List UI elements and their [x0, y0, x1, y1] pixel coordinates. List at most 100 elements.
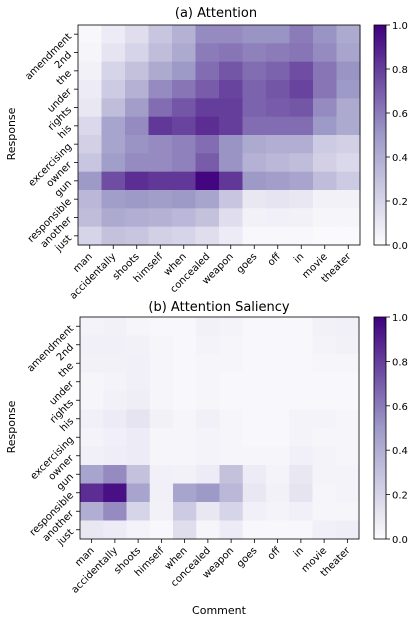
heatmap-cell	[313, 226, 338, 246]
colorbar-gradient	[374, 317, 386, 539]
y-tick-labels: amendment2ndtheunderrightshisexcercising…	[25, 324, 80, 548]
heatmap-cell	[219, 25, 244, 44]
heatmap-cell	[289, 354, 314, 374]
heatmap-cell	[289, 43, 314, 63]
heatmap-cell	[149, 317, 174, 337]
heatmap-cell	[149, 372, 174, 392]
heatmap-cell	[335, 465, 360, 485]
heatmap-cell	[125, 153, 150, 173]
heatmap-cell	[266, 372, 290, 392]
heatmap-cell	[125, 226, 150, 246]
heatmap-cell	[172, 61, 197, 81]
colorbar-tick-label: 0.0	[392, 241, 408, 252]
heatmap-cell	[336, 80, 361, 99]
heatmap-cell	[219, 409, 244, 429]
colorbar-tick-label: 0.8	[392, 65, 408, 76]
heatmap-cell	[219, 354, 244, 374]
colorbar-tick-label: 1.0	[392, 313, 408, 324]
heatmap-cell	[148, 61, 173, 81]
y-axis-label: Response	[5, 107, 18, 160]
heatmap-cell	[266, 61, 291, 81]
heatmap-cell	[148, 25, 173, 44]
heatmap-cell	[312, 317, 337, 337]
heatmap-cell	[313, 98, 338, 118]
heatmap-cell	[289, 335, 314, 355]
x-tick-label: goes	[235, 545, 260, 570]
heatmap-cell	[313, 80, 338, 99]
heatmap-cell	[242, 446, 267, 466]
heatmap-cell	[219, 465, 244, 485]
heatmap-cell	[336, 171, 361, 191]
heatmap-cells	[80, 317, 360, 540]
heatmap-cell	[196, 317, 221, 337]
plot-frame	[79, 316, 360, 540]
heatmap-cell	[149, 483, 174, 503]
heatmap-cell	[149, 502, 174, 522]
heatmap-cell	[195, 80, 220, 99]
attention-saliency-panel: (b) Attention Saliency amendment2ndtheun…	[5, 300, 408, 617]
heatmap-cell	[172, 226, 197, 246]
heatmap-cell	[78, 153, 103, 173]
heatmap-cell	[103, 520, 128, 540]
heatmap-cell	[219, 226, 244, 246]
heatmap-cell	[266, 80, 291, 99]
heatmap-cell	[289, 80, 314, 99]
heatmap-cell	[173, 483, 197, 503]
colorbar-frame	[373, 24, 387, 246]
heatmap-cell	[266, 483, 290, 503]
heatmap-cell	[312, 520, 337, 540]
heatmap-cell	[148, 80, 173, 99]
heatmap-cell	[219, 116, 244, 136]
heatmap-cell	[195, 25, 220, 44]
heatmap-cell	[148, 98, 173, 118]
heatmap-cell	[219, 317, 244, 337]
heatmap-cells	[78, 25, 361, 246]
heatmap-cell	[195, 43, 220, 63]
heatmap-cell	[266, 465, 290, 485]
heatmap-cell	[336, 208, 361, 228]
heatmap-cell	[125, 98, 150, 118]
colorbar-tick-label: 0.4	[392, 153, 408, 164]
heatmap-cell	[242, 372, 267, 392]
heatmap-cell	[219, 98, 244, 118]
colorbar-tick-label: 0.4	[392, 446, 408, 457]
heatmap-cell	[126, 465, 151, 485]
heatmap-cell	[195, 135, 220, 154]
heatmap-cell	[219, 428, 244, 448]
heatmap-cell	[101, 135, 126, 154]
heatmap-cell	[80, 465, 104, 485]
heatmap-cell	[126, 391, 151, 411]
heatmap-cell	[242, 135, 267, 154]
heatmap-cell	[289, 61, 314, 81]
heatmap-cell	[313, 171, 338, 191]
heatmap-cell	[219, 391, 244, 411]
heatmap-cell	[173, 409, 197, 429]
heatmap-cell	[219, 446, 244, 466]
heatmap-cell	[289, 483, 314, 503]
heatmap-cell	[335, 372, 360, 392]
heatmap-cell	[219, 61, 244, 81]
heatmap-cell	[195, 153, 220, 173]
chart-title: (a) Attention	[175, 6, 257, 21]
heatmap-cell	[289, 391, 314, 411]
heatmap-cell	[266, 116, 291, 136]
y-axis-label: Response	[5, 400, 18, 453]
y-tick-label: the	[55, 68, 74, 87]
heatmap-cell	[242, 171, 267, 191]
heatmap-cell	[80, 372, 104, 392]
heatmap-cell	[242, 428, 267, 448]
heatmap-cell	[78, 190, 103, 209]
heatmap-cell	[149, 428, 174, 448]
heatmap-cell	[266, 171, 291, 191]
heatmap-cell	[335, 446, 360, 466]
heatmap-cell	[149, 354, 174, 374]
heatmap-cell	[80, 335, 104, 355]
heatmap-cell	[101, 98, 126, 118]
colorbar-tick-label: 0.0	[392, 535, 408, 546]
heatmap-cell	[125, 116, 150, 136]
heatmap-cell	[196, 354, 221, 374]
heatmap-cell	[172, 153, 197, 173]
heatmap-cell	[78, 116, 103, 136]
x-tick-labels: manaccidentallyshootshimselfwhenconceale…	[68, 245, 354, 302]
